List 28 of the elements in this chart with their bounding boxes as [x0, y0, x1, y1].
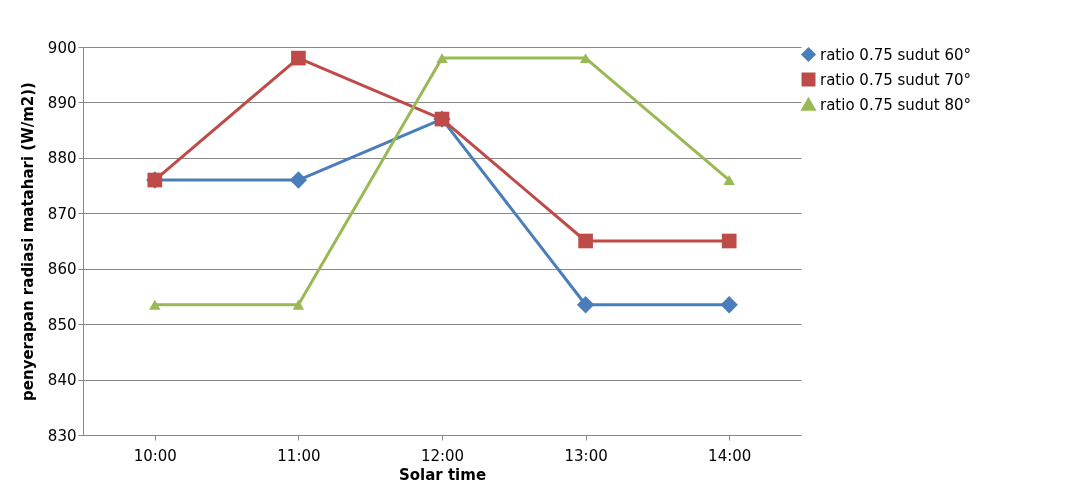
point — [292, 299, 305, 310]
y-tick-label: 850 — [47, 315, 77, 334]
legend-label: ratio 0.75 sudut 60° — [820, 45, 972, 64]
point — [436, 53, 448, 64]
x-axis-title: Solar time — [398, 465, 487, 484]
point — [721, 233, 737, 249]
x-tick-label: 14:00 — [708, 446, 752, 465]
point — [289, 171, 308, 189]
legend-label: ratio 0.75 sudut 70° — [820, 70, 972, 89]
y-axis-title: penyerapan radiasi matahari (W/m2)) — [18, 82, 37, 401]
y-tick-label: 830 — [47, 426, 77, 445]
x-tick-label: 12:00 — [420, 446, 465, 465]
x-tick-label: 11:00 — [277, 446, 321, 465]
y-tick-label: 870 — [47, 204, 77, 223]
legend-label: ratio 0.75 sudut 80° — [820, 95, 972, 114]
point — [576, 296, 595, 314]
y-tick-label: 890 — [47, 93, 77, 112]
point — [291, 50, 306, 66]
point — [720, 296, 738, 314]
y-tick-label: 860 — [47, 260, 77, 279]
point — [149, 299, 161, 310]
y-tick-label: 880 — [47, 149, 77, 168]
x-tick-label: 10:00 — [133, 446, 177, 465]
y-tick-label: 840 — [47, 371, 77, 390]
point — [578, 233, 593, 249]
point — [723, 175, 735, 185]
x-tick-label: 13:00 — [564, 446, 608, 465]
y-tick-label: 900 — [47, 38, 77, 57]
